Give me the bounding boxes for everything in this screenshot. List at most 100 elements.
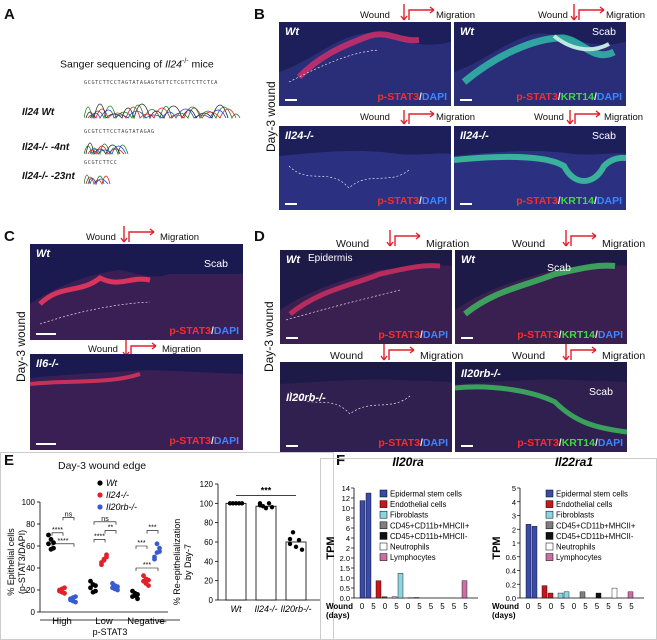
genotype-label: Il20rb-/-	[286, 392, 326, 404]
e-sig-label: **	[108, 525, 114, 532]
f-ytick-label: 8	[346, 514, 350, 523]
f-legend-label: Lymphocytes	[390, 553, 436, 562]
e-sig-label: ***	[143, 562, 151, 569]
migration-label-d1: Migration	[426, 238, 470, 250]
f-bar	[611, 587, 618, 599]
f-ytick-label: 4	[512, 498, 516, 507]
e-data-point	[93, 583, 98, 588]
f-xlabel-days: (days)	[326, 611, 350, 620]
wound-label-c2: Wound	[88, 344, 118, 355]
e-data-point	[135, 596, 140, 602]
e-ytick-label: 60	[26, 542, 35, 551]
f-xtick-label: 0	[549, 602, 554, 611]
panel-label-a: A	[4, 6, 15, 23]
scab-label: Scab	[592, 26, 616, 38]
f-legend-label: Neutrophils	[556, 543, 596, 552]
e2-data-point	[266, 501, 272, 506]
genotype-label: Wt	[286, 254, 301, 266]
e-data-point	[152, 556, 157, 562]
e2-data-point	[296, 537, 302, 543]
f-ytick-label: 0.0	[340, 594, 350, 603]
f-bar	[525, 524, 532, 599]
f-xlabel-days: (days)	[492, 611, 516, 620]
seq-row-label-wt: Il24 Wt	[22, 107, 55, 118]
e-ytick-label: 40	[26, 564, 35, 573]
day3-label-c: Day-3 wound	[14, 311, 28, 382]
wound-label-c1: Wound	[86, 232, 116, 243]
panel-a: Sanger sequencing of Il24-/- mice Il24 W…	[0, 0, 245, 220]
migration-label-b4: Migration	[604, 112, 644, 123]
e-sig-label: ns	[65, 511, 73, 518]
e-category-label: Low	[95, 616, 113, 627]
day3-label-b: Day-3 wound	[264, 81, 278, 152]
f-legend-swatch	[379, 521, 388, 530]
micrograph-b-wt-krt14: Wt Scab p-STAT3/KRT14/DAPI	[454, 22, 626, 106]
f-legend-swatch	[379, 553, 388, 561]
f-legend-label: Epidermal stem cells	[556, 490, 628, 499]
f-xtick-label: 5	[583, 602, 588, 611]
e-data-point	[101, 557, 107, 563]
e2-ytick-label: 120	[200, 480, 214, 489]
e-data-point	[110, 581, 115, 586]
f-xtick-label: 0	[572, 602, 577, 611]
f-xtick-label: 5	[452, 602, 457, 611]
migration-label-d4: Migration	[602, 350, 646, 362]
f-bar	[557, 592, 564, 599]
e2-bar	[225, 502, 247, 601]
migration-label-d3: Migration	[420, 350, 464, 362]
e-data-point	[48, 546, 54, 552]
wound-label-b4: Wound	[534, 112, 564, 123]
e-sig-label: ns	[101, 516, 109, 523]
panel-label-d: D	[254, 228, 265, 245]
legend-dot-wt	[97, 480, 103, 486]
f-legend-label: Lymphocytes	[556, 553, 602, 562]
panel-label-e: E	[4, 452, 15, 469]
f-bar	[595, 592, 602, 599]
legend-dot-il20rb	[97, 504, 103, 510]
e-category-label: High	[52, 616, 72, 627]
micrograph-d-ko-krt14: Il20rb-/- Scab p-STAT3/KRT14/DAPI	[455, 362, 627, 452]
e2-data-point	[287, 536, 293, 542]
f-bar	[397, 573, 404, 599]
f-legend-label: Endothelial cells	[556, 500, 612, 509]
scale-bar	[461, 337, 473, 339]
e-sig-label: ****	[52, 527, 63, 534]
genotype-label: Il6-/-	[36, 358, 59, 370]
f-bar	[627, 591, 634, 599]
f-xtick-label: 5	[429, 602, 434, 611]
e-sig-bracket	[51, 532, 64, 536]
f-ytick-label: 0.5	[340, 584, 350, 593]
f-legend-swatch	[379, 510, 388, 519]
e2-ytick-label: 100	[200, 499, 214, 508]
e-right-ylabel1: % Re-epithelialization	[172, 519, 182, 606]
scale-bar	[460, 99, 472, 101]
panel-e-chart: % Epithelial cells (p-STAT3/DAPI) p-STAT…	[6, 478, 320, 637]
e-sig-bracket	[93, 539, 106, 543]
e-data-point	[143, 581, 149, 586]
f-bar	[365, 492, 372, 599]
f-ylabel: TPM	[325, 536, 337, 559]
f-title: Il20ra	[392, 455, 424, 469]
f-xtick-label: 5	[618, 602, 623, 611]
e-sig-label: ***	[137, 540, 145, 547]
e-data-point	[115, 584, 120, 590]
genotype-label: Il20rb-/-	[461, 368, 501, 380]
f-legend-swatch	[545, 532, 554, 540]
e-sig-bracket	[104, 530, 117, 534]
f-xtick-label: 5	[463, 602, 468, 611]
f-xtick-label: 5	[606, 602, 611, 611]
e-data-point	[104, 552, 109, 558]
f-bar	[461, 580, 468, 599]
f-xtick-label: 5	[629, 602, 634, 611]
f-ytick-label: 0.2	[506, 580, 516, 589]
wound-label-b1: Wound	[360, 10, 390, 21]
seq-row-label-23nt: Il24-/- -23nt	[22, 171, 75, 182]
e-data-point	[46, 541, 51, 547]
e2-data-point	[299, 547, 305, 552]
f-bar	[391, 596, 398, 599]
e-data-point	[90, 589, 96, 595]
legend-text-il24: Il24-/-	[106, 490, 129, 500]
f-ytick-label: 2	[346, 544, 350, 553]
wound-label-d2: Wound	[512, 238, 546, 250]
f-legend-label: CD45+CD11b+MHCII-	[390, 532, 468, 541]
